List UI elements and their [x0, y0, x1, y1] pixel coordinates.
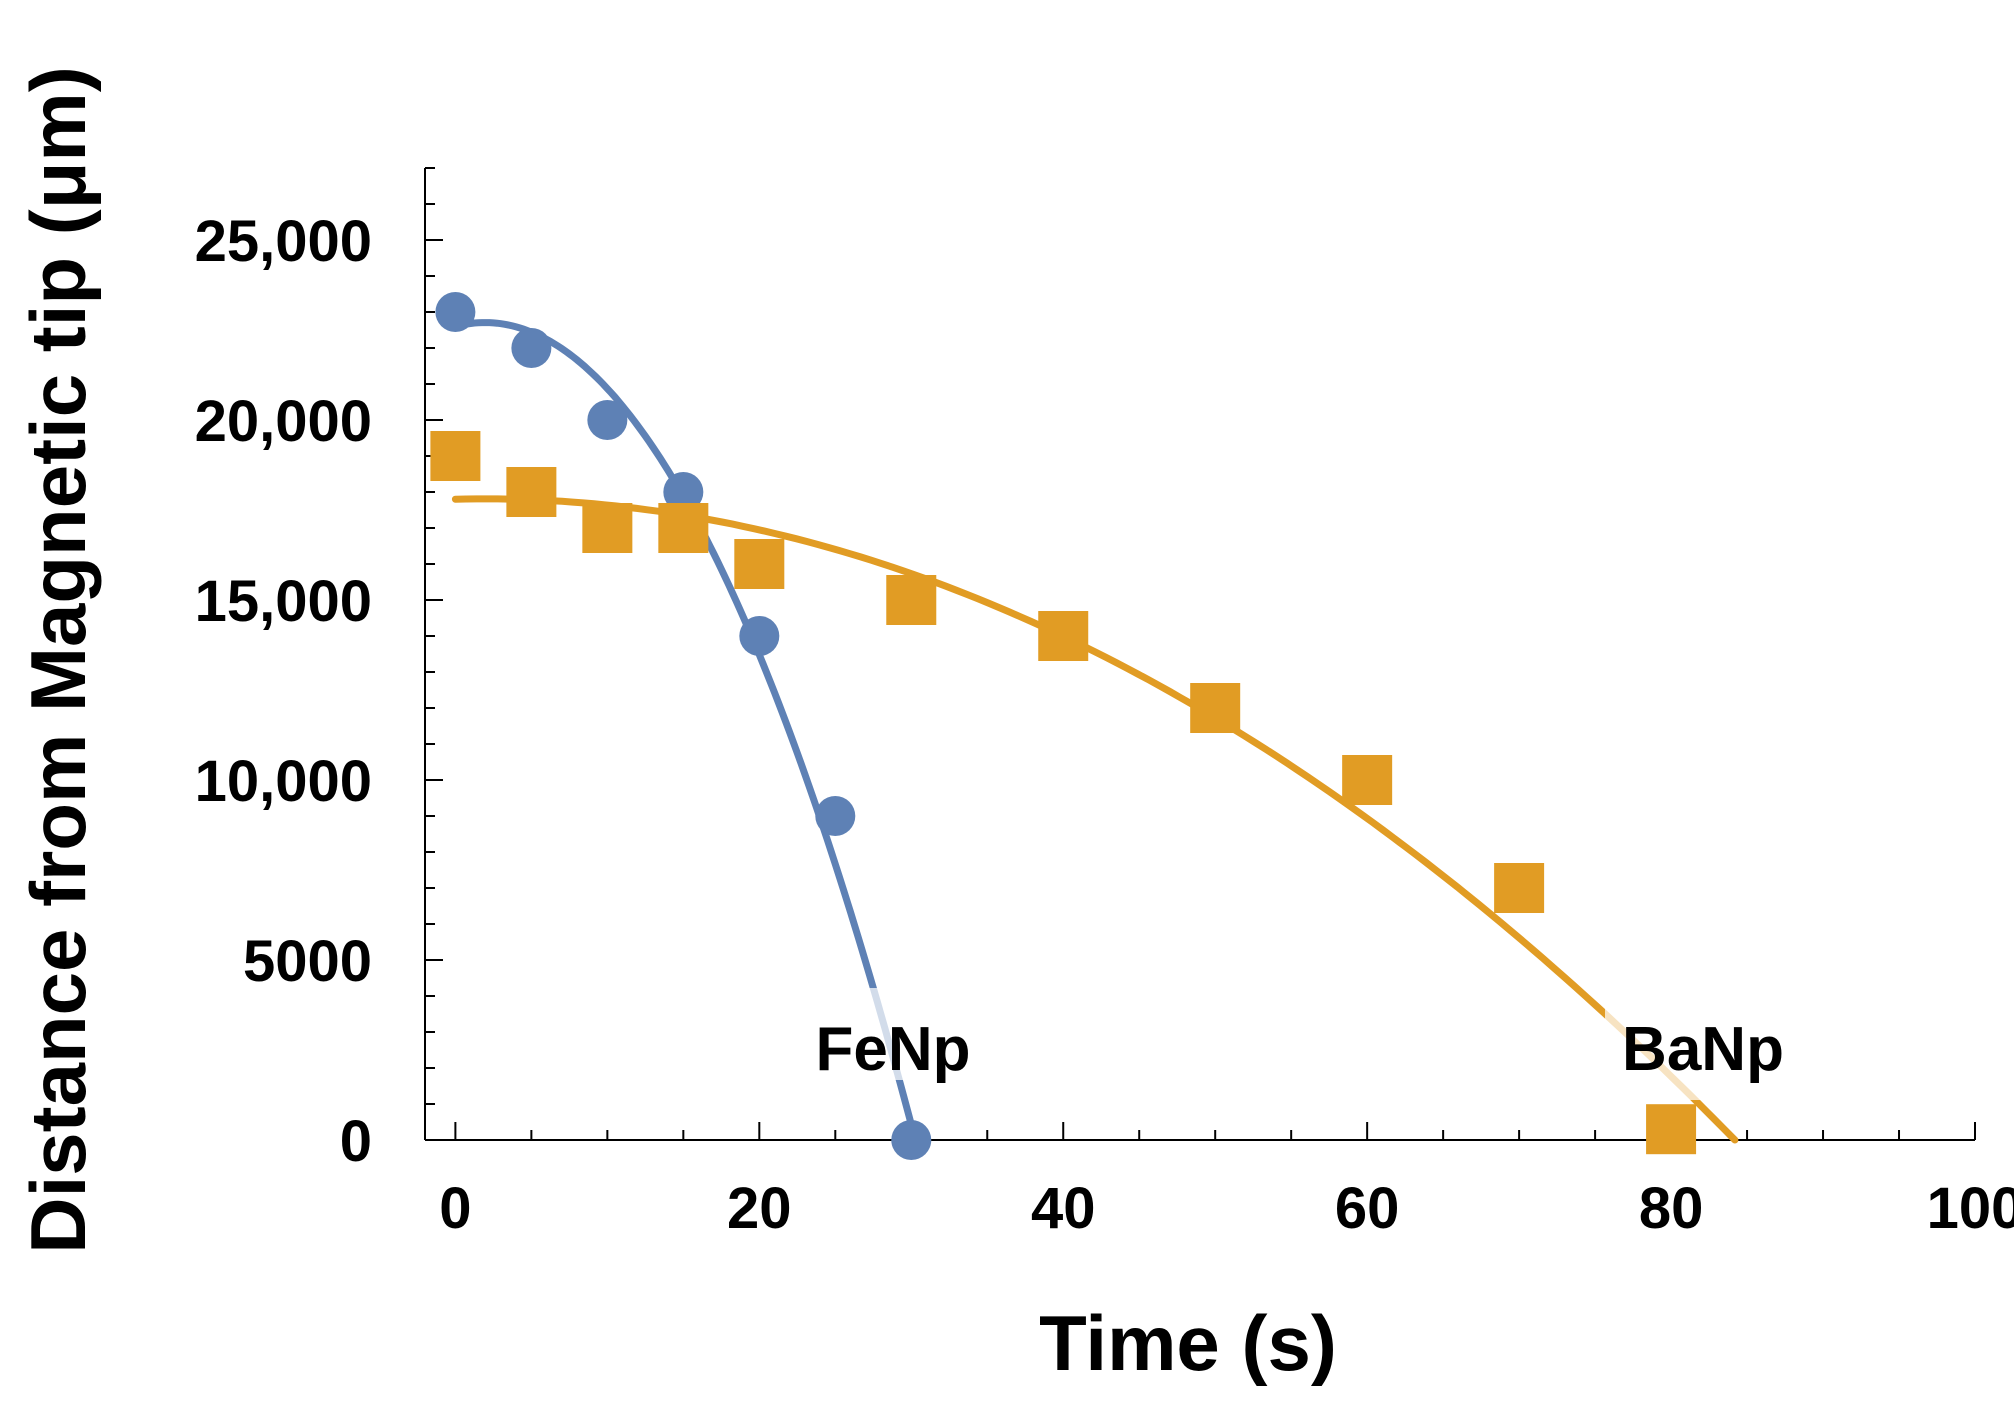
y-tick-label: 0 — [340, 1109, 372, 1174]
point-fenp — [435, 292, 476, 332]
point-fenp — [891, 1120, 932, 1160]
x-tick-label: 0 — [439, 1176, 471, 1241]
point-banp — [734, 539, 785, 589]
point-banp — [582, 503, 633, 553]
y-tick-label: 10,000 — [195, 749, 372, 814]
label-halo-fenp — [805, 988, 995, 1080]
point-banp — [1494, 863, 1545, 913]
y-tick-label: 15,000 — [195, 569, 372, 634]
fit-curves — [451, 319, 1739, 1144]
point-banp — [886, 575, 937, 625]
y-tick-label: 20,000 — [195, 389, 372, 454]
series-label-banp: BaNp — [1622, 1015, 1784, 1084]
y-tick-label: 25,000 — [195, 209, 372, 274]
fit-curve-banp — [451, 495, 1739, 1144]
point-banp — [1038, 611, 1089, 661]
point-banp — [1342, 755, 1393, 805]
x-tick-label: 60 — [1335, 1176, 1400, 1241]
y-axis-title: Distance from Magnetic tip (μm) — [14, 66, 102, 1254]
point-banp — [1190, 683, 1241, 733]
y-tick-label: 5000 — [243, 929, 372, 994]
x-tick-label: 40 — [1031, 1176, 1096, 1241]
x-tick-label: 100 — [1927, 1176, 2014, 1241]
axes — [424, 167, 1976, 1141]
point-fenp — [587, 400, 628, 440]
x-axis-title: Time (s) — [1039, 1299, 1337, 1387]
data-points — [430, 292, 1697, 1160]
point-banp — [430, 431, 481, 481]
point-fenp — [511, 328, 552, 368]
point-banp — [1646, 1104, 1697, 1155]
labels: 0 20 40 60 80 100 0 5000 10,000 15,000 20,000 25,00… — [14, 66, 2014, 1387]
point-fenp — [663, 472, 704, 512]
point-banp — [658, 503, 709, 553]
label-halo-banp — [1605, 1008, 1805, 1100]
x-tick-label: 20 — [727, 1176, 792, 1241]
series-label-fenp: FeNp — [816, 1015, 971, 1084]
point-banp — [506, 467, 557, 517]
x-tick-label: 80 — [1639, 1176, 1704, 1241]
point-fenp — [739, 616, 780, 656]
point-fenp — [815, 796, 856, 836]
